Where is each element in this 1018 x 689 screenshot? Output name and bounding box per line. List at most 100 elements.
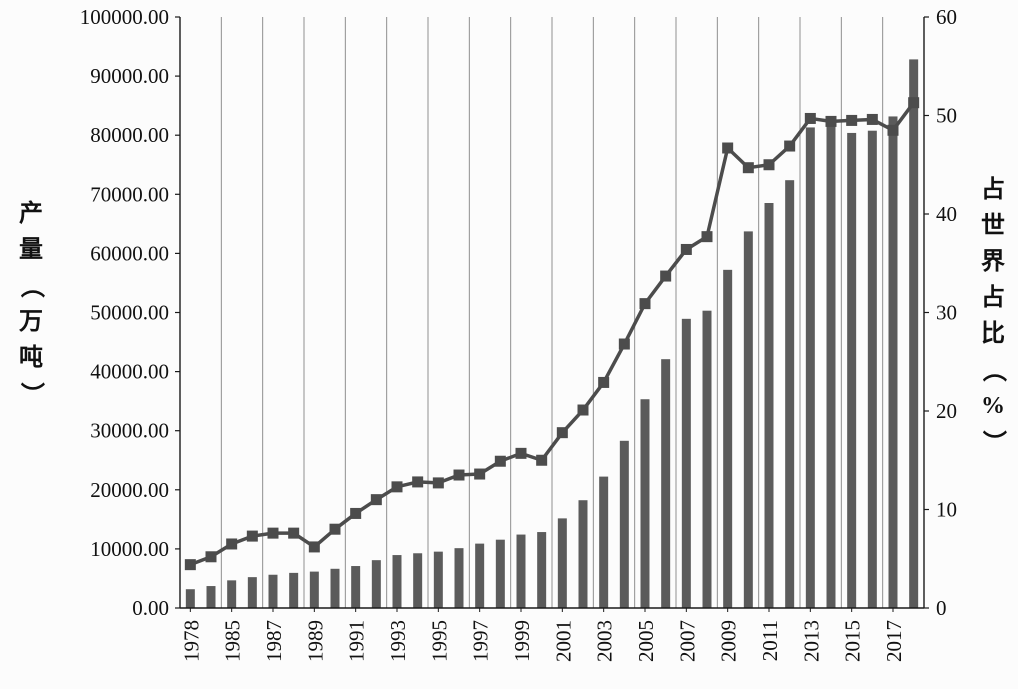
right-axis-tick-label: 30 [936,301,957,325]
production-bar [537,532,547,608]
x-axis-tick-label: 2015 [841,620,865,662]
production-bar [247,577,257,608]
share-line-marker [515,447,527,459]
production-bar [516,534,526,608]
axis-title-char: 界 [981,249,1005,275]
production-bar [743,231,753,608]
production-bar [206,586,216,608]
share-line-marker [701,231,713,243]
x-axis-tick-label: 2001 [551,620,575,662]
left-axis-tick-label: 80000.00 [90,123,169,147]
x-axis-tick-label: 2007 [675,620,699,662]
production-bar [764,202,774,609]
share-line-marker [660,270,672,282]
share-line-marker [308,541,320,553]
right-axis-tick-label: 50 [936,104,957,128]
axis-title-char: 万 [19,309,43,335]
production-bar [433,551,443,608]
x-axis-tick-label: 2003 [593,620,617,662]
production-bar [289,572,299,608]
x-axis-tick-label: 1993 [386,620,410,662]
share-line-marker [432,477,444,489]
production-bar [681,318,691,608]
right-axis-title: 占世界占比（%） [976,172,1010,460]
share-line-marker [639,298,651,310]
x-axis-tick-label: 2017 [882,620,906,662]
right-axis-tick-label: 60 [936,5,957,29]
left-axis-tick-label: 30000.00 [90,419,169,443]
axis-title-char: 占 [981,177,1005,203]
share-line-marker [226,538,238,550]
share-line-marker [494,455,506,467]
share-line-marker [825,115,837,127]
share-line-marker [474,468,486,480]
share-line-marker [680,243,692,255]
share-line-marker [267,527,279,539]
left-axis-tick-label: 90000.00 [90,64,169,88]
share-line-marker [908,97,920,109]
x-axis-tick-label: 1989 [303,620,327,662]
share-line-marker [722,142,734,154]
share-line-marker [350,507,362,519]
production-bar [413,553,423,608]
left-axis-tick-label: 20000.00 [90,478,169,502]
production-bar [723,269,733,608]
production-bar [888,116,898,608]
x-axis-tick-label: 1985 [221,620,245,662]
x-axis-tick-label: 1999 [510,620,534,662]
production-bar [847,132,857,608]
x-axis-tick-label: 1991 [345,620,369,662]
share-line-marker [370,494,382,506]
left-axis-tick-label: 60000.00 [90,241,169,265]
share-line-marker [288,527,300,539]
axis-title-char: 世 [981,213,1005,239]
right-axis-tick-label: 10 [936,498,957,522]
axis-title-char: ） [18,382,44,406]
axis-title-char: 占 [981,285,1005,311]
production-bar [578,500,588,608]
production-bar [371,560,381,608]
x-axis-tick-label: 2013 [799,620,823,662]
x-axis-tick-label: 2005 [634,620,658,662]
share-line-marker [184,559,196,571]
production-bar [640,399,650,608]
x-axis-tick-label: 2011 [758,620,782,661]
axis-title-char: 吨 [19,345,43,371]
axis-title-char: 比 [981,321,1005,347]
x-axis-tick-label: 1978 [179,620,203,662]
production-bar [495,539,505,608]
share-line-marker [577,404,589,416]
x-axis-tick-label: 1997 [469,620,493,662]
production-bar [351,566,361,608]
left-axis-title: 产量 （ 万吨 ） [14,196,48,412]
share-line-marker [742,162,754,174]
x-axis-tick-label: 1995 [427,620,451,662]
share-line-marker [536,454,548,466]
production-bar [661,359,671,608]
axis-title-char: （ [18,274,44,298]
production-bar [599,476,609,608]
production-bar [454,548,464,608]
share-line-marker [846,114,858,126]
left-axis-tick-label: 0.00 [132,596,169,620]
share-line-marker [598,376,610,388]
axis-title-char: ） [980,430,1006,454]
left-axis-tick-label: 10000.00 [90,537,169,561]
x-axis-tick-label: 2009 [717,620,741,662]
axis-title-char: % [981,393,1005,419]
axis-title-char: 产 [19,201,43,227]
share-line-marker [391,481,403,493]
production-bar [702,310,712,608]
production-bar [475,543,485,608]
production-bar [867,130,877,608]
axis-title-char: （ [980,358,1006,382]
share-line-marker [205,551,217,563]
share-line-marker [887,124,899,136]
production-bar [785,180,795,608]
production-bar [392,555,402,608]
right-axis-tick-label: 0 [936,596,947,620]
production-bar [557,518,567,608]
share-line-marker [329,523,341,535]
right-axis-tick-label: 20 [936,399,957,423]
